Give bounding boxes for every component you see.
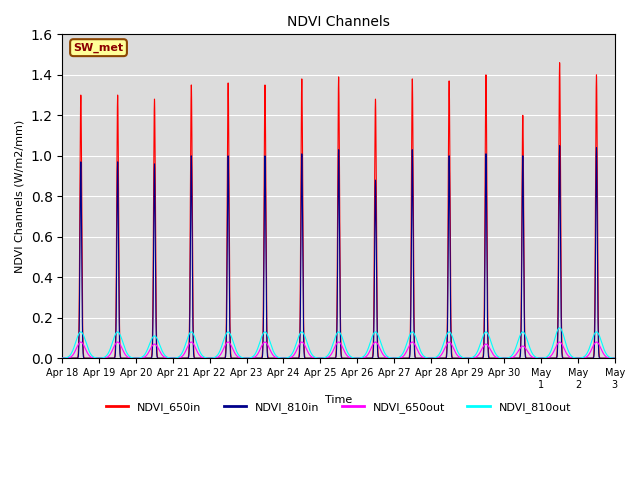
NDVI_650out bbox=[88, 354, 95, 360]
NDVI_650in bbox=[474, 355, 481, 361]
NDVI_810out bbox=[88, 352, 95, 358]
NDVI_810in bbox=[502, 355, 510, 361]
Y-axis label: NDVI Channels (W/m2/mm): NDVI Channels (W/m2/mm) bbox=[15, 120, 25, 273]
NDVI_810out bbox=[611, 355, 619, 361]
NDVI_650in bbox=[489, 355, 497, 361]
NDVI_810in bbox=[611, 355, 619, 361]
Title: NDVI Channels: NDVI Channels bbox=[287, 15, 390, 29]
NDVI_810out bbox=[510, 349, 518, 355]
Line: NDVI_810in: NDVI_810in bbox=[63, 145, 615, 358]
NDVI_650in bbox=[88, 355, 95, 361]
Legend: NDVI_650in, NDVI_810in, NDVI_650out, NDVI_810out: NDVI_650in, NDVI_810in, NDVI_650out, NDV… bbox=[102, 397, 575, 418]
NDVI_810out bbox=[59, 355, 67, 361]
NDVI_650out bbox=[474, 353, 481, 359]
NDVI_650out bbox=[77, 339, 84, 345]
NDVI_650in bbox=[502, 355, 510, 361]
NDVI_810in bbox=[412, 355, 419, 360]
NDVI_810out bbox=[489, 344, 497, 349]
NDVI_650in bbox=[611, 355, 619, 361]
NDVI_650in bbox=[510, 355, 518, 361]
Line: NDVI_650in: NDVI_650in bbox=[63, 63, 615, 358]
NDVI_810in bbox=[474, 355, 481, 361]
NDVI_810in bbox=[489, 355, 497, 361]
NDVI_810in bbox=[88, 355, 95, 361]
Line: NDVI_650out: NDVI_650out bbox=[63, 342, 615, 358]
NDVI_810out bbox=[556, 325, 563, 331]
NDVI_650out bbox=[59, 355, 67, 361]
NDVI_810out bbox=[502, 355, 510, 361]
NDVI_650out bbox=[489, 351, 497, 357]
NDVI_810out bbox=[474, 348, 481, 354]
NDVI_650in bbox=[59, 355, 67, 361]
Line: NDVI_810out: NDVI_810out bbox=[63, 328, 615, 358]
NDVI_810out bbox=[412, 333, 419, 338]
NDVI_650out bbox=[412, 342, 419, 348]
NDVI_650in bbox=[412, 352, 419, 358]
X-axis label: Time: Time bbox=[325, 395, 352, 405]
NDVI_650out bbox=[502, 355, 510, 361]
NDVI_810in bbox=[59, 355, 67, 361]
NDVI_650out bbox=[510, 354, 518, 360]
NDVI_810in bbox=[510, 355, 518, 361]
NDVI_650in bbox=[556, 60, 563, 66]
NDVI_650out bbox=[611, 355, 619, 361]
Text: SW_met: SW_met bbox=[74, 43, 124, 53]
NDVI_810in bbox=[556, 143, 563, 148]
